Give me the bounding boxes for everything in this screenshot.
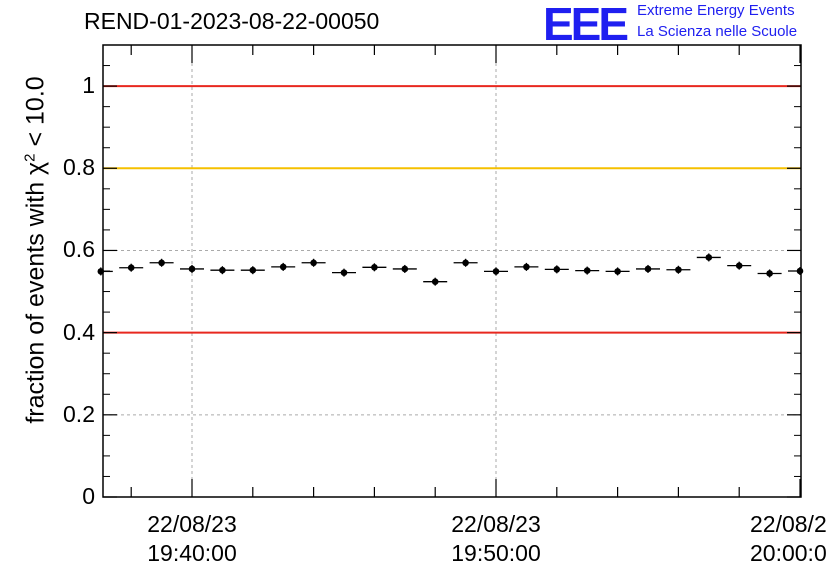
data-point (636, 264, 660, 273)
data-point (514, 262, 539, 271)
data-point (362, 263, 387, 272)
reference-lines (103, 85, 801, 334)
point-marker (766, 270, 773, 277)
point-marker (614, 268, 621, 275)
x-tick-date: 22/08/23 (451, 511, 541, 537)
point-marker (644, 265, 652, 273)
data-point (727, 261, 752, 270)
point-marker (675, 266, 682, 274)
point-marker (158, 259, 165, 267)
point-marker (127, 264, 135, 272)
x-tick-date: 22/08/2 (750, 511, 827, 537)
point-marker (735, 262, 743, 269)
point-marker (279, 263, 287, 271)
y-tick-label: 0.2 (63, 400, 95, 427)
x-tick-time: 20:00:0 (750, 540, 827, 566)
data-point (423, 277, 448, 286)
grid-lines (103, 45, 801, 498)
point-marker (431, 278, 439, 285)
data-point (210, 266, 235, 275)
y-tick-label: 0.4 (63, 318, 95, 345)
point-marker (219, 266, 226, 274)
data-point (605, 267, 630, 276)
point-marker (583, 267, 591, 274)
x-tick-time: 19:50:00 (451, 540, 541, 566)
data-point (453, 258, 478, 267)
point-marker (310, 259, 317, 267)
x-tick-label: 22/08/2 20:00:0 (750, 510, 835, 568)
plot-frame (102, 44, 802, 498)
data-point (119, 263, 144, 272)
eee-logo: EEE (543, 0, 629, 50)
point-marker (188, 265, 196, 273)
point-marker (705, 254, 713, 261)
data-point (301, 258, 326, 267)
data-point (149, 258, 174, 267)
data-point (757, 269, 782, 278)
point-marker (462, 259, 469, 267)
data-point (271, 262, 296, 271)
data-point (240, 266, 265, 275)
point-marker (553, 266, 561, 273)
point-marker (371, 264, 378, 271)
x-tick-label: 22/08/23 19:40:00 (127, 510, 257, 568)
point-marker (492, 268, 500, 275)
data-point (180, 264, 204, 273)
data-points (97, 253, 804, 286)
point-marker (401, 265, 409, 273)
data-point (392, 264, 417, 273)
data-point (666, 265, 691, 274)
y-tick-label: 0 (82, 483, 95, 509)
point-marker (249, 266, 257, 274)
y-tick-label: 1 (82, 72, 95, 99)
point-marker (340, 269, 348, 276)
axis-ticks (103, 45, 801, 498)
chart-title: REND-01-2023-08-22-00050 (84, 8, 380, 34)
point-marker (523, 263, 530, 271)
data-point (544, 265, 569, 274)
data-point (484, 267, 508, 276)
x-tick-time: 19:40:00 (147, 540, 237, 566)
data-point (696, 253, 721, 262)
y-tick-label: 0.6 (63, 236, 95, 263)
data-point (575, 266, 600, 275)
logo-line-2: La Scienza nelle Scuole (637, 23, 798, 40)
data-point (332, 268, 356, 277)
x-tick-label: 22/08/23 19:50:00 (431, 510, 561, 568)
logo-line-1: Extreme Energy Events (637, 2, 795, 19)
x-tick-date: 22/08/23 (147, 511, 237, 537)
y-tick-label: 0.8 (63, 154, 95, 181)
